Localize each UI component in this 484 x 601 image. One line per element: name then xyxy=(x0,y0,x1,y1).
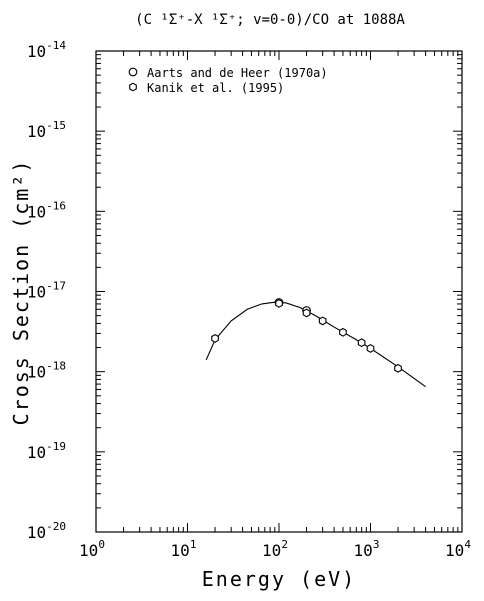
y-tick-label: 10-16 xyxy=(27,199,66,221)
kanik-marker xyxy=(366,343,375,353)
y-axis-label: Cross Section (cm²) xyxy=(9,159,33,426)
kanik-marker xyxy=(357,338,366,348)
kanik-marker xyxy=(394,363,402,373)
kanik-marker xyxy=(275,298,283,308)
y-tick-label: 10-19 xyxy=(27,440,66,462)
chart-title: (C ¹Σ⁺-X ¹Σ⁺; v=0-0)/CO at 1088A xyxy=(135,12,405,28)
legend-marker xyxy=(129,82,137,92)
x-tick-label: 103 xyxy=(354,538,380,560)
y-tick-label: 10-15 xyxy=(27,119,66,141)
plot-frame xyxy=(95,50,463,533)
legend-label: Aarts and de Heer (1970a) xyxy=(147,66,328,80)
y-tick-label: 10-18 xyxy=(27,360,66,382)
x-tick-label: 101 xyxy=(171,538,197,560)
kanik-marker xyxy=(302,308,311,318)
legend-label: Kanik et al. (1995) xyxy=(147,81,284,95)
y-tick-label: 10-14 xyxy=(27,39,67,61)
fit-curve-group xyxy=(205,301,426,388)
kanik-marker xyxy=(318,316,327,326)
x-tick-label: 104 xyxy=(445,538,471,560)
fit-curve xyxy=(205,301,426,388)
kanik-marker xyxy=(211,333,219,343)
y-tick-label: 10-20 xyxy=(27,520,66,542)
data-markers xyxy=(211,298,402,373)
x-tick-label: 100 xyxy=(79,538,105,560)
x-axis-label: Energy (eV) xyxy=(202,567,356,591)
legend-marker xyxy=(128,67,138,77)
axis-tick-labels: 100 101 102 103 104 10-20 10-19 10-18 10-17 10-16… xyxy=(27,39,471,560)
y-tick-label: 10-17 xyxy=(27,280,66,302)
axis-ticks xyxy=(95,51,462,533)
kanik-marker xyxy=(339,327,347,337)
x-tick-label: 102 xyxy=(262,538,288,560)
legend: Aarts and de Heer (1970a)Kanik et al. (1… xyxy=(128,66,328,95)
